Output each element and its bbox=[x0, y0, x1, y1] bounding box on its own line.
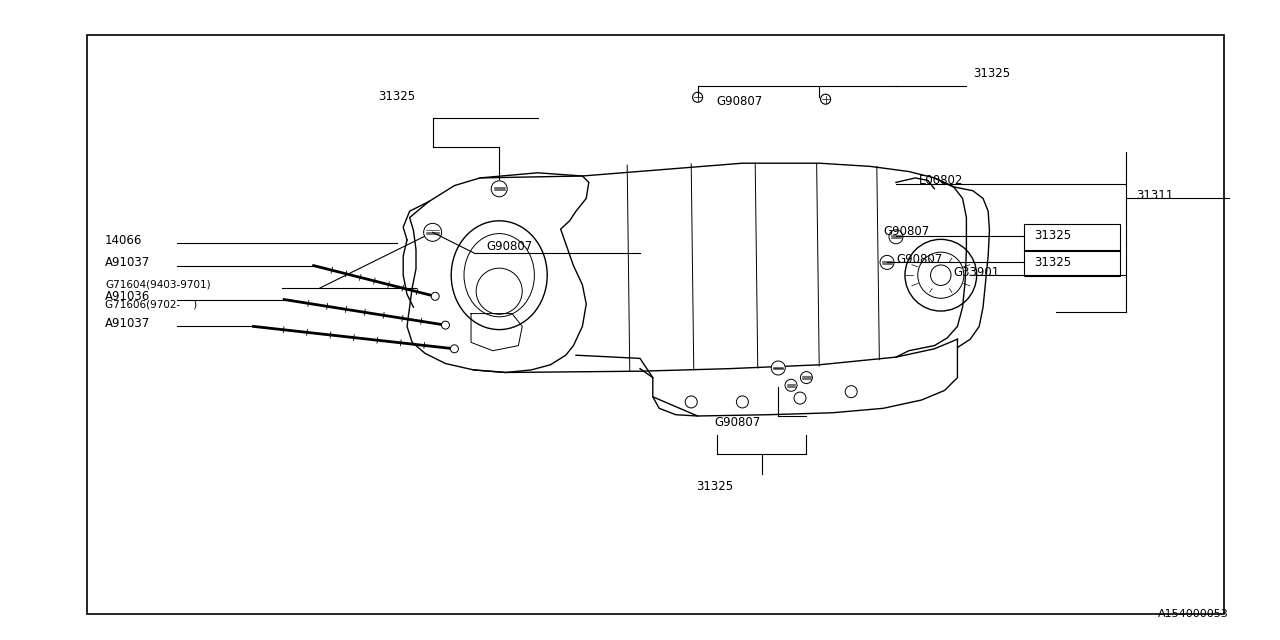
Circle shape bbox=[881, 255, 893, 269]
Text: 31325: 31325 bbox=[1034, 256, 1071, 269]
Text: 31325: 31325 bbox=[378, 90, 416, 102]
Text: A91037: A91037 bbox=[105, 256, 150, 269]
Text: G90807: G90807 bbox=[717, 95, 763, 108]
Circle shape bbox=[772, 361, 785, 375]
Text: G71604(9403-9701): G71604(9403-9701) bbox=[105, 280, 211, 290]
Text: A154000053: A154000053 bbox=[1158, 609, 1229, 620]
Circle shape bbox=[800, 372, 813, 383]
Text: 31325: 31325 bbox=[695, 480, 733, 493]
Bar bbox=[1024, 250, 1120, 276]
Text: A91037: A91037 bbox=[105, 317, 150, 330]
Bar bbox=[87, 35, 1224, 614]
Circle shape bbox=[442, 321, 449, 329]
Text: E00802: E00802 bbox=[919, 174, 964, 187]
Text: 31325: 31325 bbox=[973, 67, 1010, 80]
Circle shape bbox=[890, 230, 902, 244]
Circle shape bbox=[431, 292, 439, 300]
Circle shape bbox=[451, 345, 458, 353]
Text: A91036: A91036 bbox=[105, 290, 150, 303]
Text: G90807: G90807 bbox=[883, 225, 929, 238]
Text: G33901: G33901 bbox=[954, 266, 1000, 278]
Bar bbox=[1024, 224, 1120, 251]
Circle shape bbox=[692, 92, 703, 102]
Text: G90807: G90807 bbox=[896, 253, 942, 266]
Text: G71606(9702-    ): G71606(9702- ) bbox=[105, 299, 197, 309]
Circle shape bbox=[424, 223, 442, 241]
Text: G90807: G90807 bbox=[714, 416, 760, 429]
Circle shape bbox=[820, 94, 831, 104]
Text: 14066: 14066 bbox=[105, 234, 142, 246]
Text: G90807: G90807 bbox=[486, 240, 532, 253]
Text: 31325: 31325 bbox=[1034, 229, 1071, 242]
Circle shape bbox=[492, 181, 507, 197]
Circle shape bbox=[785, 380, 797, 391]
Text: 31311: 31311 bbox=[1137, 189, 1174, 202]
